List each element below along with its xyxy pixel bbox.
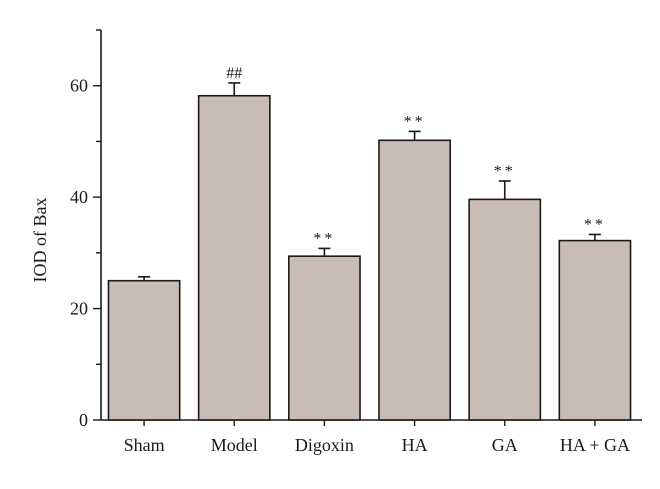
- x-tick-label: Model: [211, 435, 258, 455]
- y-axis-label: IOD of Bax: [30, 198, 50, 283]
- significance-label: **: [404, 113, 426, 130]
- significance-label: **: [313, 230, 335, 247]
- error-bars: [138, 82, 601, 281]
- x-tick-label: Digoxin: [295, 435, 354, 455]
- x-tick-label: HA: [402, 435, 428, 455]
- y-tick-labels: 0 20 40 60: [70, 76, 88, 430]
- significance-label: **: [494, 163, 516, 180]
- significance-label: **: [584, 216, 606, 233]
- annotations: ## ** ** ** **: [226, 65, 606, 247]
- bar-digoxin: [288, 255, 361, 421]
- bar-ga: [468, 198, 542, 421]
- significance-label: ##: [226, 65, 242, 82]
- x-tick-label: Sham: [124, 435, 165, 455]
- x-tick-label: GA: [492, 435, 518, 455]
- y-tick-label: 0: [79, 410, 88, 430]
- bar-model: [197, 94, 271, 421]
- bars: [107, 94, 632, 421]
- bar-sham: [107, 279, 181, 421]
- y-tick-label: 60: [70, 76, 88, 96]
- x-tick-labels: Sham Model Digoxin HA GA HA + GA: [124, 435, 630, 455]
- axes: [93, 29, 642, 426]
- bar-ha-ga: [558, 239, 632, 421]
- bar-ha: [378, 139, 451, 421]
- x-tick-label: HA + GA: [560, 435, 630, 455]
- y-tick-label: 40: [70, 187, 88, 207]
- y-tick-label: 20: [70, 299, 88, 319]
